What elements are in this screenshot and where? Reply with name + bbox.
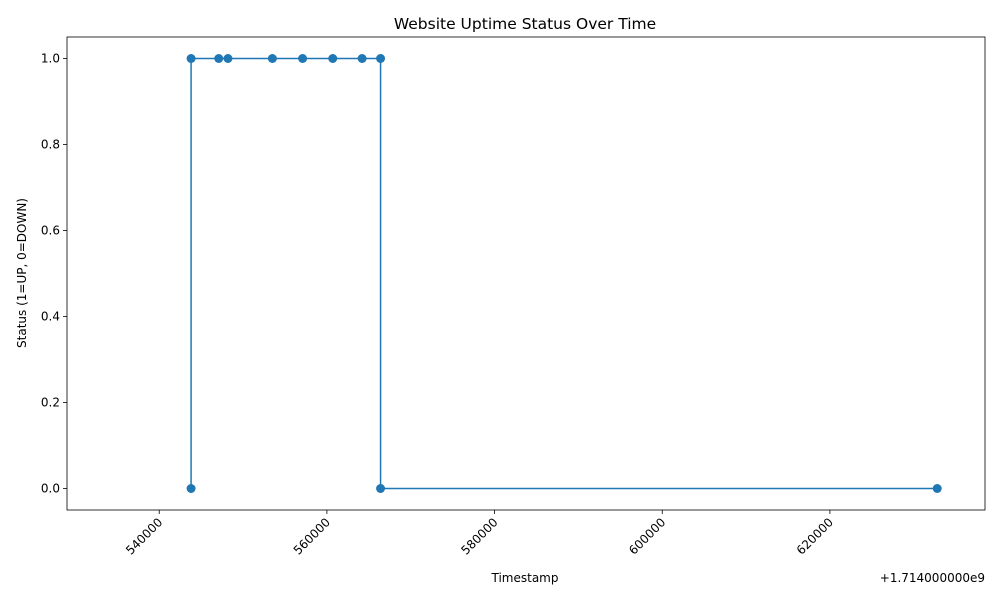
x-axis-label: Timestamp xyxy=(491,571,559,585)
data-point xyxy=(932,484,942,493)
data-point xyxy=(186,484,196,493)
x-offset-label: +1.714000000e9 xyxy=(880,571,985,585)
data-point xyxy=(376,484,386,493)
y-axis-label: Status (1=UP, 0=DOWN) xyxy=(15,198,29,348)
y-tick-label: 0.0 xyxy=(41,482,60,496)
data-point xyxy=(298,54,308,63)
data-point xyxy=(357,54,367,63)
y-tick-label: 1.0 xyxy=(41,52,60,66)
data-point xyxy=(328,54,338,63)
y-tick-label: 0.6 xyxy=(41,224,60,238)
y-tick-label: 0.2 xyxy=(41,396,60,410)
plot-area xyxy=(186,54,942,493)
data-point xyxy=(223,54,233,63)
y-axis: 0.0 0.2 0.4 0.6 0.8 1.0 xyxy=(41,52,67,496)
data-point xyxy=(214,54,224,63)
axes-frame xyxy=(66,36,986,511)
chart-title: Website Uptime Status Over Time xyxy=(394,15,656,33)
data-point xyxy=(376,54,386,63)
data-point xyxy=(267,54,277,63)
y-tick-label: 0.8 xyxy=(41,138,60,152)
y-tick-label: 0.4 xyxy=(41,310,60,324)
data-point xyxy=(186,54,196,63)
